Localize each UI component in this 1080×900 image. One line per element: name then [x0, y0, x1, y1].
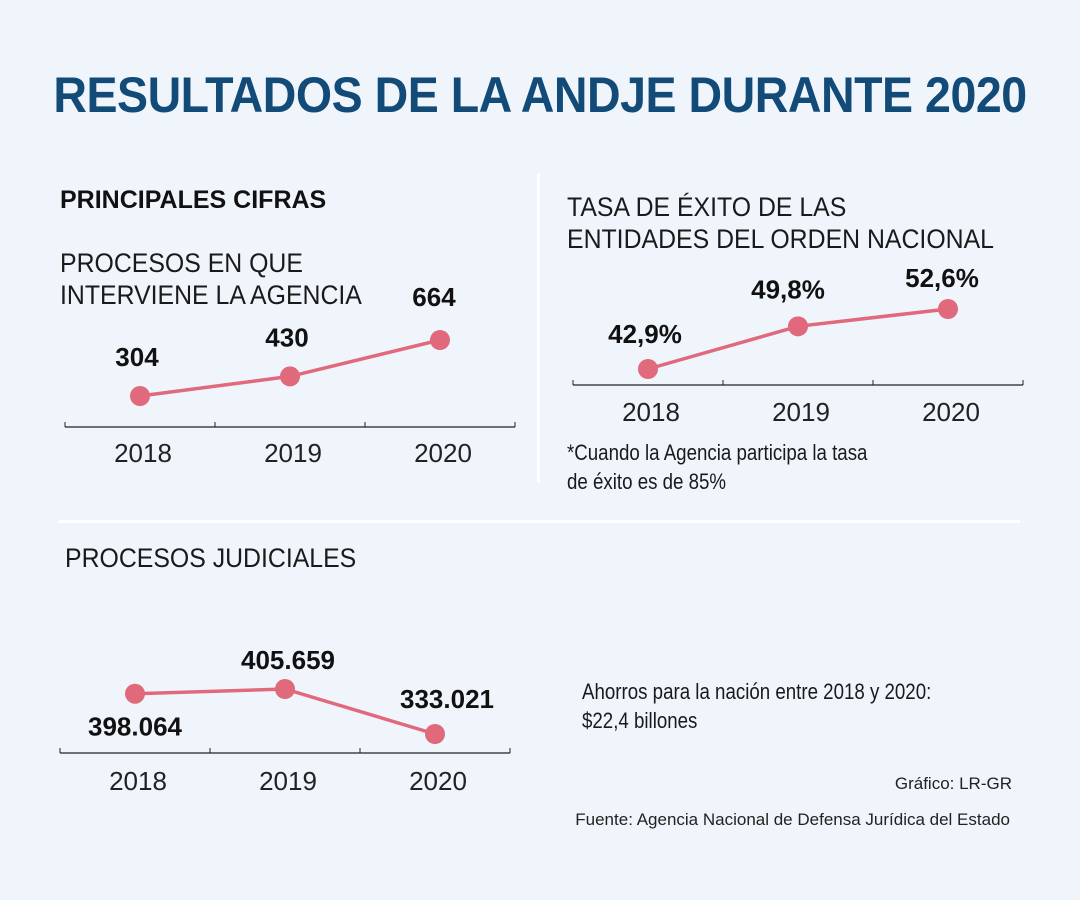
chart2-x-tick-label-2019: 2019 [772, 397, 830, 427]
chart2-data-label-2018: 42,9% [608, 319, 682, 349]
source-credit: Fuente: Agencia Nacional de Defensa Jurí… [575, 810, 1010, 829]
chart2-data-label-2019: 49,8% [751, 274, 825, 304]
vertical-divider [537, 173, 540, 483]
chart1-subtitle-line1: PROCESOS EN QUE [60, 248, 303, 278]
chart1-data-label-2019: 430 [265, 322, 308, 352]
chart2-subtitle-line1: TASA DE ÉXITO DE LAS [567, 192, 847, 222]
chart3-subtitle: PROCESOS JUDICIALES [65, 543, 357, 573]
graphic-credit: Gráfico: LR-GR [894, 774, 1012, 793]
chart3-x-tick-label-2019: 2019 [259, 766, 317, 796]
horizontal-divider [58, 520, 1020, 523]
chart1-x-tick-label-2020: 2020 [414, 438, 472, 468]
chart3-data-label-2018: 398.064 [88, 712, 183, 742]
chart1-x-tick-label-2018: 2018 [114, 438, 172, 468]
chart1-point-2018 [130, 386, 150, 406]
chart2-note-line1: *Cuando la Agencia participa la tasa [567, 440, 868, 465]
chart1-point-2020 [430, 330, 450, 350]
chart3-data-label-2019: 405.659 [241, 645, 335, 675]
chart3-x-tick-label-2020: 2020 [409, 766, 467, 796]
page-title: RESULTADOS DE LA ANDJE DURANTE 2020 [53, 67, 1027, 123]
chart3-data-label-2020: 333.021 [400, 684, 494, 714]
chart1-point-2019 [280, 366, 300, 387]
savings-line1: Ahorros para la nación entre 2018 y 2020… [582, 679, 932, 704]
chart3-point-2020 [425, 724, 445, 744]
chart2-point-2020 [938, 299, 958, 319]
chart3-x-tick-label-2018: 2018 [109, 766, 167, 796]
chart1-data-label-2020: 664 [412, 282, 456, 312]
chart3-point-2018 [125, 683, 145, 704]
chart1-data-label-2018: 304 [115, 342, 159, 372]
chart1-subtitle-line2: INTERVIENE LA AGENCIA [60, 280, 362, 310]
chart2-x-tick-label-2018: 2018 [622, 397, 680, 427]
chart2-point-2018 [638, 359, 658, 379]
savings-line2: $22,4 billones [582, 708, 698, 733]
chart2-data-label-2020: 52,6% [905, 263, 979, 293]
chart2-subtitle-line2: ENTIDADES DEL ORDEN NACIONAL [567, 224, 994, 254]
section-title-principales: PRINCIPALES CIFRAS [60, 186, 327, 214]
chart2-note-line2: de éxito es de 85% [567, 469, 727, 494]
chart2-x-tick-label-2020: 2020 [922, 397, 980, 427]
chart2-point-2019 [788, 316, 808, 337]
chart3-point-2019 [275, 679, 295, 699]
chart1-x-tick-label-2019: 2019 [264, 438, 322, 468]
